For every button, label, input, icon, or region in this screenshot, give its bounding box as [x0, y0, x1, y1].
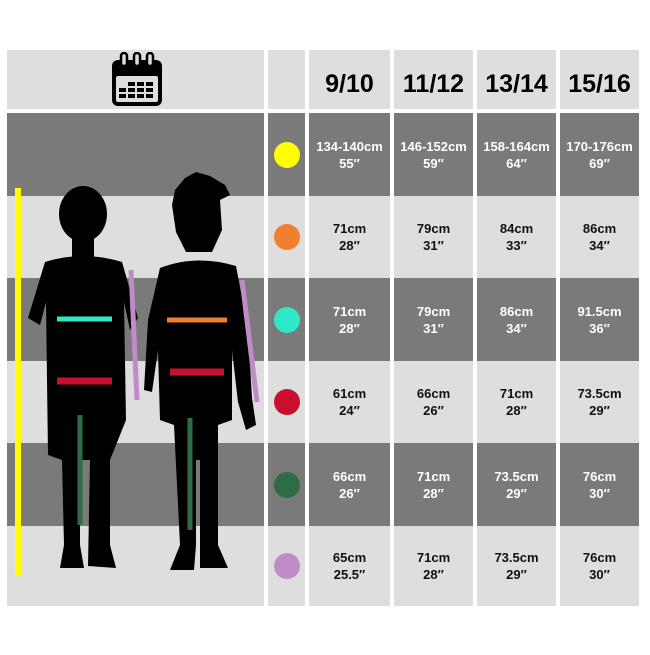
- value-cm: 146-152cm: [400, 138, 467, 154]
- value-inch: 26″: [339, 485, 360, 501]
- measurement-cell: 76cm 30″: [560, 526, 639, 606]
- sleeve-line-boy: [128, 269, 140, 401]
- measurement-cell: 71cm 28″: [309, 278, 390, 361]
- value-inch: 29″: [506, 485, 527, 501]
- marker-header-cell: [268, 50, 305, 109]
- measurement-cell: 158-164cm 64″: [477, 113, 556, 196]
- value-cm: 73.5cm: [494, 468, 539, 484]
- value-cm: 76cm: [582, 550, 617, 565]
- value-inch: 25.5″: [333, 567, 366, 582]
- size-header-13-14: 13/14: [477, 50, 556, 109]
- value-inch: 28″: [423, 567, 444, 582]
- value-cm: 66cm: [332, 468, 367, 484]
- measurement-cell: 76cm 30″: [560, 443, 639, 526]
- color-marker-dot: [273, 553, 300, 579]
- value-inch: 59″: [423, 155, 444, 171]
- value-cm: 65cm: [332, 550, 367, 565]
- value-inch: 28″: [339, 320, 360, 336]
- value-inch: 24″: [339, 403, 360, 418]
- measurement-cell: 86cm 34″: [560, 196, 639, 278]
- value-cm: 73.5cm: [577, 386, 622, 401]
- measurement-cell: 71cm 28″: [394, 443, 473, 526]
- value-cm: 170-176cm: [566, 138, 633, 154]
- marker-cell: [268, 526, 305, 606]
- value-inch: 34″: [506, 320, 527, 336]
- measurement-cell: 65cm 25.5″: [309, 526, 390, 606]
- value-cm: 71cm: [416, 468, 451, 484]
- calendar-icon: [112, 52, 162, 106]
- measurement-cell: 73.5cm 29″: [560, 361, 639, 443]
- value-cm: 71cm: [416, 550, 451, 565]
- value-inch: 26″: [423, 403, 444, 418]
- figure-band: [7, 113, 264, 196]
- size-header-9-10: 9/10: [309, 50, 390, 109]
- color-marker-dot: [273, 224, 300, 250]
- value-cm: 71cm: [332, 221, 367, 236]
- measurement-cell: 134-140cm 55″: [309, 113, 390, 196]
- measurement-cell: 146-152cm 59″: [394, 113, 473, 196]
- value-cm: 71cm: [499, 386, 534, 401]
- value-cm: 91.5cm: [577, 303, 622, 319]
- measurement-cell: 66cm 26″: [309, 443, 390, 526]
- marker-cell: [268, 113, 305, 196]
- size-header-11-12: 11/12: [394, 50, 473, 109]
- value-inch: 29″: [506, 567, 527, 582]
- value-cm: 71cm: [332, 303, 367, 319]
- measurement-cell: 73.5cm 29″: [477, 526, 556, 606]
- value-inch: 55″: [339, 155, 360, 171]
- measurement-cell: 170-176cm 69″: [560, 113, 639, 196]
- value-cm: 61cm: [332, 386, 367, 401]
- girl-silhouette: [144, 172, 256, 570]
- figure-band: [7, 443, 264, 526]
- marker-cell: [268, 278, 305, 361]
- color-marker-dot: [273, 141, 300, 168]
- children-silhouettes: [0, 0, 270, 655]
- measurement-cell: 91.5cm 36″: [560, 278, 639, 361]
- size-header-15-16: 15/16: [560, 50, 639, 109]
- value-inch: 28″: [339, 238, 360, 253]
- value-cm: 158-164cm: [483, 138, 550, 154]
- value-inch: 64″: [506, 155, 527, 171]
- value-inch: 28″: [423, 485, 444, 501]
- height-bar: [15, 188, 21, 575]
- sleeve-line-girl: [239, 279, 260, 403]
- value-inch: 30″: [589, 567, 610, 582]
- measurement-cell: 86cm 34″: [477, 278, 556, 361]
- value-cm: 66cm: [416, 386, 451, 401]
- measurement-cell: 84cm 33″: [477, 196, 556, 278]
- marker-cell: [268, 361, 305, 443]
- color-marker-dot: [273, 306, 300, 333]
- marker-cell: [268, 196, 305, 278]
- measurement-cell: 79cm 31″: [394, 196, 473, 278]
- value-cm: 84cm: [499, 221, 534, 236]
- value-cm: 79cm: [416, 221, 451, 236]
- value-cm: 76cm: [582, 468, 617, 484]
- value-inch: 31″: [423, 320, 444, 336]
- value-cm: 86cm: [499, 303, 534, 319]
- measurement-cell: 71cm 28″: [394, 526, 473, 606]
- boy-silhouette: [28, 186, 138, 568]
- value-inch: 33″: [506, 238, 527, 253]
- color-marker-dot: [273, 389, 300, 415]
- measurement-cell: 71cm 28″: [477, 361, 556, 443]
- measurement-cell: 71cm 28″: [309, 196, 390, 278]
- value-cm: 79cm: [416, 303, 451, 319]
- measurement-cell: 79cm 31″: [394, 278, 473, 361]
- measurement-cell: 73.5cm 29″: [477, 443, 556, 526]
- value-cm: 86cm: [582, 221, 617, 236]
- value-inch: 28″: [506, 403, 527, 418]
- marker-cell: [268, 443, 305, 526]
- value-cm: 73.5cm: [494, 550, 539, 565]
- value-inch: 69″: [589, 155, 610, 171]
- value-inch: 34″: [589, 238, 610, 253]
- figure-header-cell: [7, 50, 264, 109]
- value-inch: 29″: [589, 403, 610, 418]
- measurement-cell: 66cm 26″: [394, 361, 473, 443]
- value-inch: 30″: [589, 485, 610, 501]
- measurement-cell: 61cm 24″: [309, 361, 390, 443]
- color-marker-dot: [273, 471, 300, 498]
- value-inch: 36″: [589, 320, 610, 336]
- value-inch: 31″: [423, 238, 444, 253]
- value-cm: 134-140cm: [316, 138, 383, 154]
